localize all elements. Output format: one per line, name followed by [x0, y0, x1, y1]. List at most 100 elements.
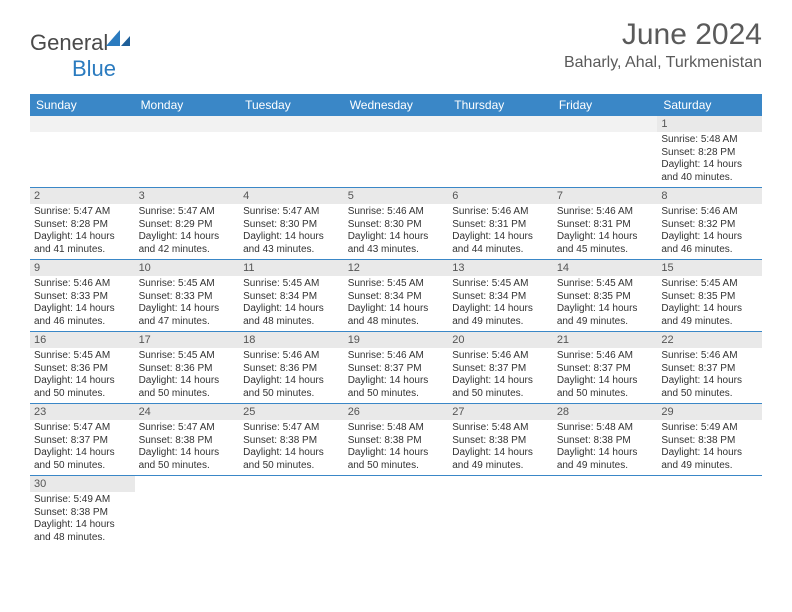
calendar-day-cell: 1Sunrise: 5:48 AMSunset: 8:28 PMDaylight…: [657, 116, 762, 188]
calendar-day-cell: [135, 476, 240, 548]
calendar-week-row: 30Sunrise: 5:49 AMSunset: 8:38 PMDayligh…: [30, 476, 762, 548]
calendar-day-cell: 22Sunrise: 5:46 AMSunset: 8:37 PMDayligh…: [657, 332, 762, 404]
location-text: Baharly, Ahal, Turkmenistan: [564, 54, 762, 72]
calendar-day-cell: 8Sunrise: 5:46 AMSunset: 8:32 PMDaylight…: [657, 188, 762, 260]
day-content: Sunrise: 5:48 AMSunset: 8:38 PMDaylight:…: [553, 420, 658, 475]
logo-text-general: General: [30, 30, 108, 55]
day-content: Sunrise: 5:46 AMSunset: 8:32 PMDaylight:…: [657, 204, 762, 259]
day-number-empty: [135, 116, 240, 132]
calendar-day-cell: 15Sunrise: 5:45 AMSunset: 8:35 PMDayligh…: [657, 260, 762, 332]
day-content: Sunrise: 5:47 AMSunset: 8:37 PMDaylight:…: [30, 420, 135, 475]
day-content: Sunrise: 5:49 AMSunset: 8:38 PMDaylight:…: [657, 420, 762, 475]
day-number: 6: [448, 188, 553, 204]
calendar-day-cell: 25Sunrise: 5:47 AMSunset: 8:38 PMDayligh…: [239, 404, 344, 476]
weekday-header-row: SundayMondayTuesdayWednesdayThursdayFrid…: [30, 94, 762, 116]
day-content: Sunrise: 5:46 AMSunset: 8:31 PMDaylight:…: [448, 204, 553, 259]
calendar-day-cell: 9Sunrise: 5:46 AMSunset: 8:33 PMDaylight…: [30, 260, 135, 332]
weekday-header: Friday: [553, 94, 658, 116]
day-number-empty: [30, 116, 135, 132]
calendar-week-row: 23Sunrise: 5:47 AMSunset: 8:37 PMDayligh…: [30, 404, 762, 476]
calendar-day-cell: [448, 476, 553, 548]
day-number: 11: [239, 260, 344, 276]
calendar-day-cell: 20Sunrise: 5:46 AMSunset: 8:37 PMDayligh…: [448, 332, 553, 404]
calendar-day-cell: 23Sunrise: 5:47 AMSunset: 8:37 PMDayligh…: [30, 404, 135, 476]
day-content: Sunrise: 5:45 AMSunset: 8:34 PMDaylight:…: [344, 276, 449, 331]
day-number: 23: [30, 404, 135, 420]
calendar-day-cell: 3Sunrise: 5:47 AMSunset: 8:29 PMDaylight…: [135, 188, 240, 260]
weekday-header: Sunday: [30, 94, 135, 116]
day-content: Sunrise: 5:49 AMSunset: 8:38 PMDaylight:…: [30, 492, 135, 547]
day-content: Sunrise: 5:45 AMSunset: 8:35 PMDaylight:…: [553, 276, 658, 331]
day-number: 22: [657, 332, 762, 348]
day-content: Sunrise: 5:48 AMSunset: 8:38 PMDaylight:…: [448, 420, 553, 475]
day-number: 1: [657, 116, 762, 132]
day-content: Sunrise: 5:47 AMSunset: 8:38 PMDaylight:…: [239, 420, 344, 475]
calendar-day-cell: 14Sunrise: 5:45 AMSunset: 8:35 PMDayligh…: [553, 260, 658, 332]
calendar-day-cell: 10Sunrise: 5:45 AMSunset: 8:33 PMDayligh…: [135, 260, 240, 332]
day-number: 13: [448, 260, 553, 276]
day-number: 2: [30, 188, 135, 204]
title-block: June 2024 Baharly, Ahal, Turkmenistan: [564, 18, 762, 72]
weekday-header: Saturday: [657, 94, 762, 116]
calendar-day-cell: 16Sunrise: 5:45 AMSunset: 8:36 PMDayligh…: [30, 332, 135, 404]
calendar-body: 1Sunrise: 5:48 AMSunset: 8:28 PMDaylight…: [30, 116, 762, 547]
calendar-day-cell: 27Sunrise: 5:48 AMSunset: 8:38 PMDayligh…: [448, 404, 553, 476]
weekday-header: Monday: [135, 94, 240, 116]
calendar-day-cell: [239, 476, 344, 548]
weekday-header: Wednesday: [344, 94, 449, 116]
calendar-week-row: 2Sunrise: 5:47 AMSunset: 8:28 PMDaylight…: [30, 188, 762, 260]
calendar-day-cell: 21Sunrise: 5:46 AMSunset: 8:37 PMDayligh…: [553, 332, 658, 404]
calendar-day-cell: 28Sunrise: 5:48 AMSunset: 8:38 PMDayligh…: [553, 404, 658, 476]
day-number-empty: [448, 116, 553, 132]
calendar-day-cell: [553, 476, 658, 548]
day-number: 18: [239, 332, 344, 348]
calendar-day-cell: 5Sunrise: 5:46 AMSunset: 8:30 PMDaylight…: [344, 188, 449, 260]
calendar-table: SundayMondayTuesdayWednesdayThursdayFrid…: [30, 94, 762, 547]
calendar-day-cell: 6Sunrise: 5:46 AMSunset: 8:31 PMDaylight…: [448, 188, 553, 260]
weekday-header: Tuesday: [239, 94, 344, 116]
day-number: 5: [344, 188, 449, 204]
calendar-day-cell: 17Sunrise: 5:45 AMSunset: 8:36 PMDayligh…: [135, 332, 240, 404]
day-number: 20: [448, 332, 553, 348]
day-number: 24: [135, 404, 240, 420]
day-content: Sunrise: 5:45 AMSunset: 8:34 PMDaylight:…: [448, 276, 553, 331]
header: General Blue June 2024 Baharly, Ahal, Tu…: [0, 0, 792, 90]
day-content: Sunrise: 5:47 AMSunset: 8:28 PMDaylight:…: [30, 204, 135, 259]
day-content: Sunrise: 5:47 AMSunset: 8:38 PMDaylight:…: [135, 420, 240, 475]
day-content: Sunrise: 5:46 AMSunset: 8:33 PMDaylight:…: [30, 276, 135, 331]
day-number: 14: [553, 260, 658, 276]
calendar-day-cell: 30Sunrise: 5:49 AMSunset: 8:38 PMDayligh…: [30, 476, 135, 548]
day-number: 29: [657, 404, 762, 420]
day-number: 4: [239, 188, 344, 204]
calendar-day-cell: 24Sunrise: 5:47 AMSunset: 8:38 PMDayligh…: [135, 404, 240, 476]
day-content: Sunrise: 5:46 AMSunset: 8:37 PMDaylight:…: [448, 348, 553, 403]
day-content: Sunrise: 5:46 AMSunset: 8:30 PMDaylight:…: [344, 204, 449, 259]
day-number: 26: [344, 404, 449, 420]
logo-sail-icon: [106, 26, 130, 42]
page-title: June 2024: [564, 18, 762, 52]
day-number-empty: [344, 116, 449, 132]
day-content: Sunrise: 5:46 AMSunset: 8:37 PMDaylight:…: [657, 348, 762, 403]
day-number: 7: [553, 188, 658, 204]
day-number: 10: [135, 260, 240, 276]
logo-text-blue: Blue: [72, 56, 116, 81]
day-content: Sunrise: 5:45 AMSunset: 8:34 PMDaylight:…: [239, 276, 344, 331]
calendar-day-cell: 2Sunrise: 5:47 AMSunset: 8:28 PMDaylight…: [30, 188, 135, 260]
day-number: 12: [344, 260, 449, 276]
day-content: Sunrise: 5:45 AMSunset: 8:35 PMDaylight:…: [657, 276, 762, 331]
day-content: Sunrise: 5:45 AMSunset: 8:36 PMDaylight:…: [30, 348, 135, 403]
calendar-day-cell: 4Sunrise: 5:47 AMSunset: 8:30 PMDaylight…: [239, 188, 344, 260]
calendar-day-cell: [344, 116, 449, 188]
calendar-day-cell: 11Sunrise: 5:45 AMSunset: 8:34 PMDayligh…: [239, 260, 344, 332]
day-number: 21: [553, 332, 658, 348]
calendar-week-row: 1Sunrise: 5:48 AMSunset: 8:28 PMDaylight…: [30, 116, 762, 188]
calendar-day-cell: 18Sunrise: 5:46 AMSunset: 8:36 PMDayligh…: [239, 332, 344, 404]
day-number: 25: [239, 404, 344, 420]
day-number-empty: [239, 116, 344, 132]
calendar-day-cell: 13Sunrise: 5:45 AMSunset: 8:34 PMDayligh…: [448, 260, 553, 332]
calendar-day-cell: [30, 116, 135, 188]
day-content: Sunrise: 5:47 AMSunset: 8:29 PMDaylight:…: [135, 204, 240, 259]
calendar-day-cell: [657, 476, 762, 548]
calendar-day-cell: [135, 116, 240, 188]
day-number: 3: [135, 188, 240, 204]
